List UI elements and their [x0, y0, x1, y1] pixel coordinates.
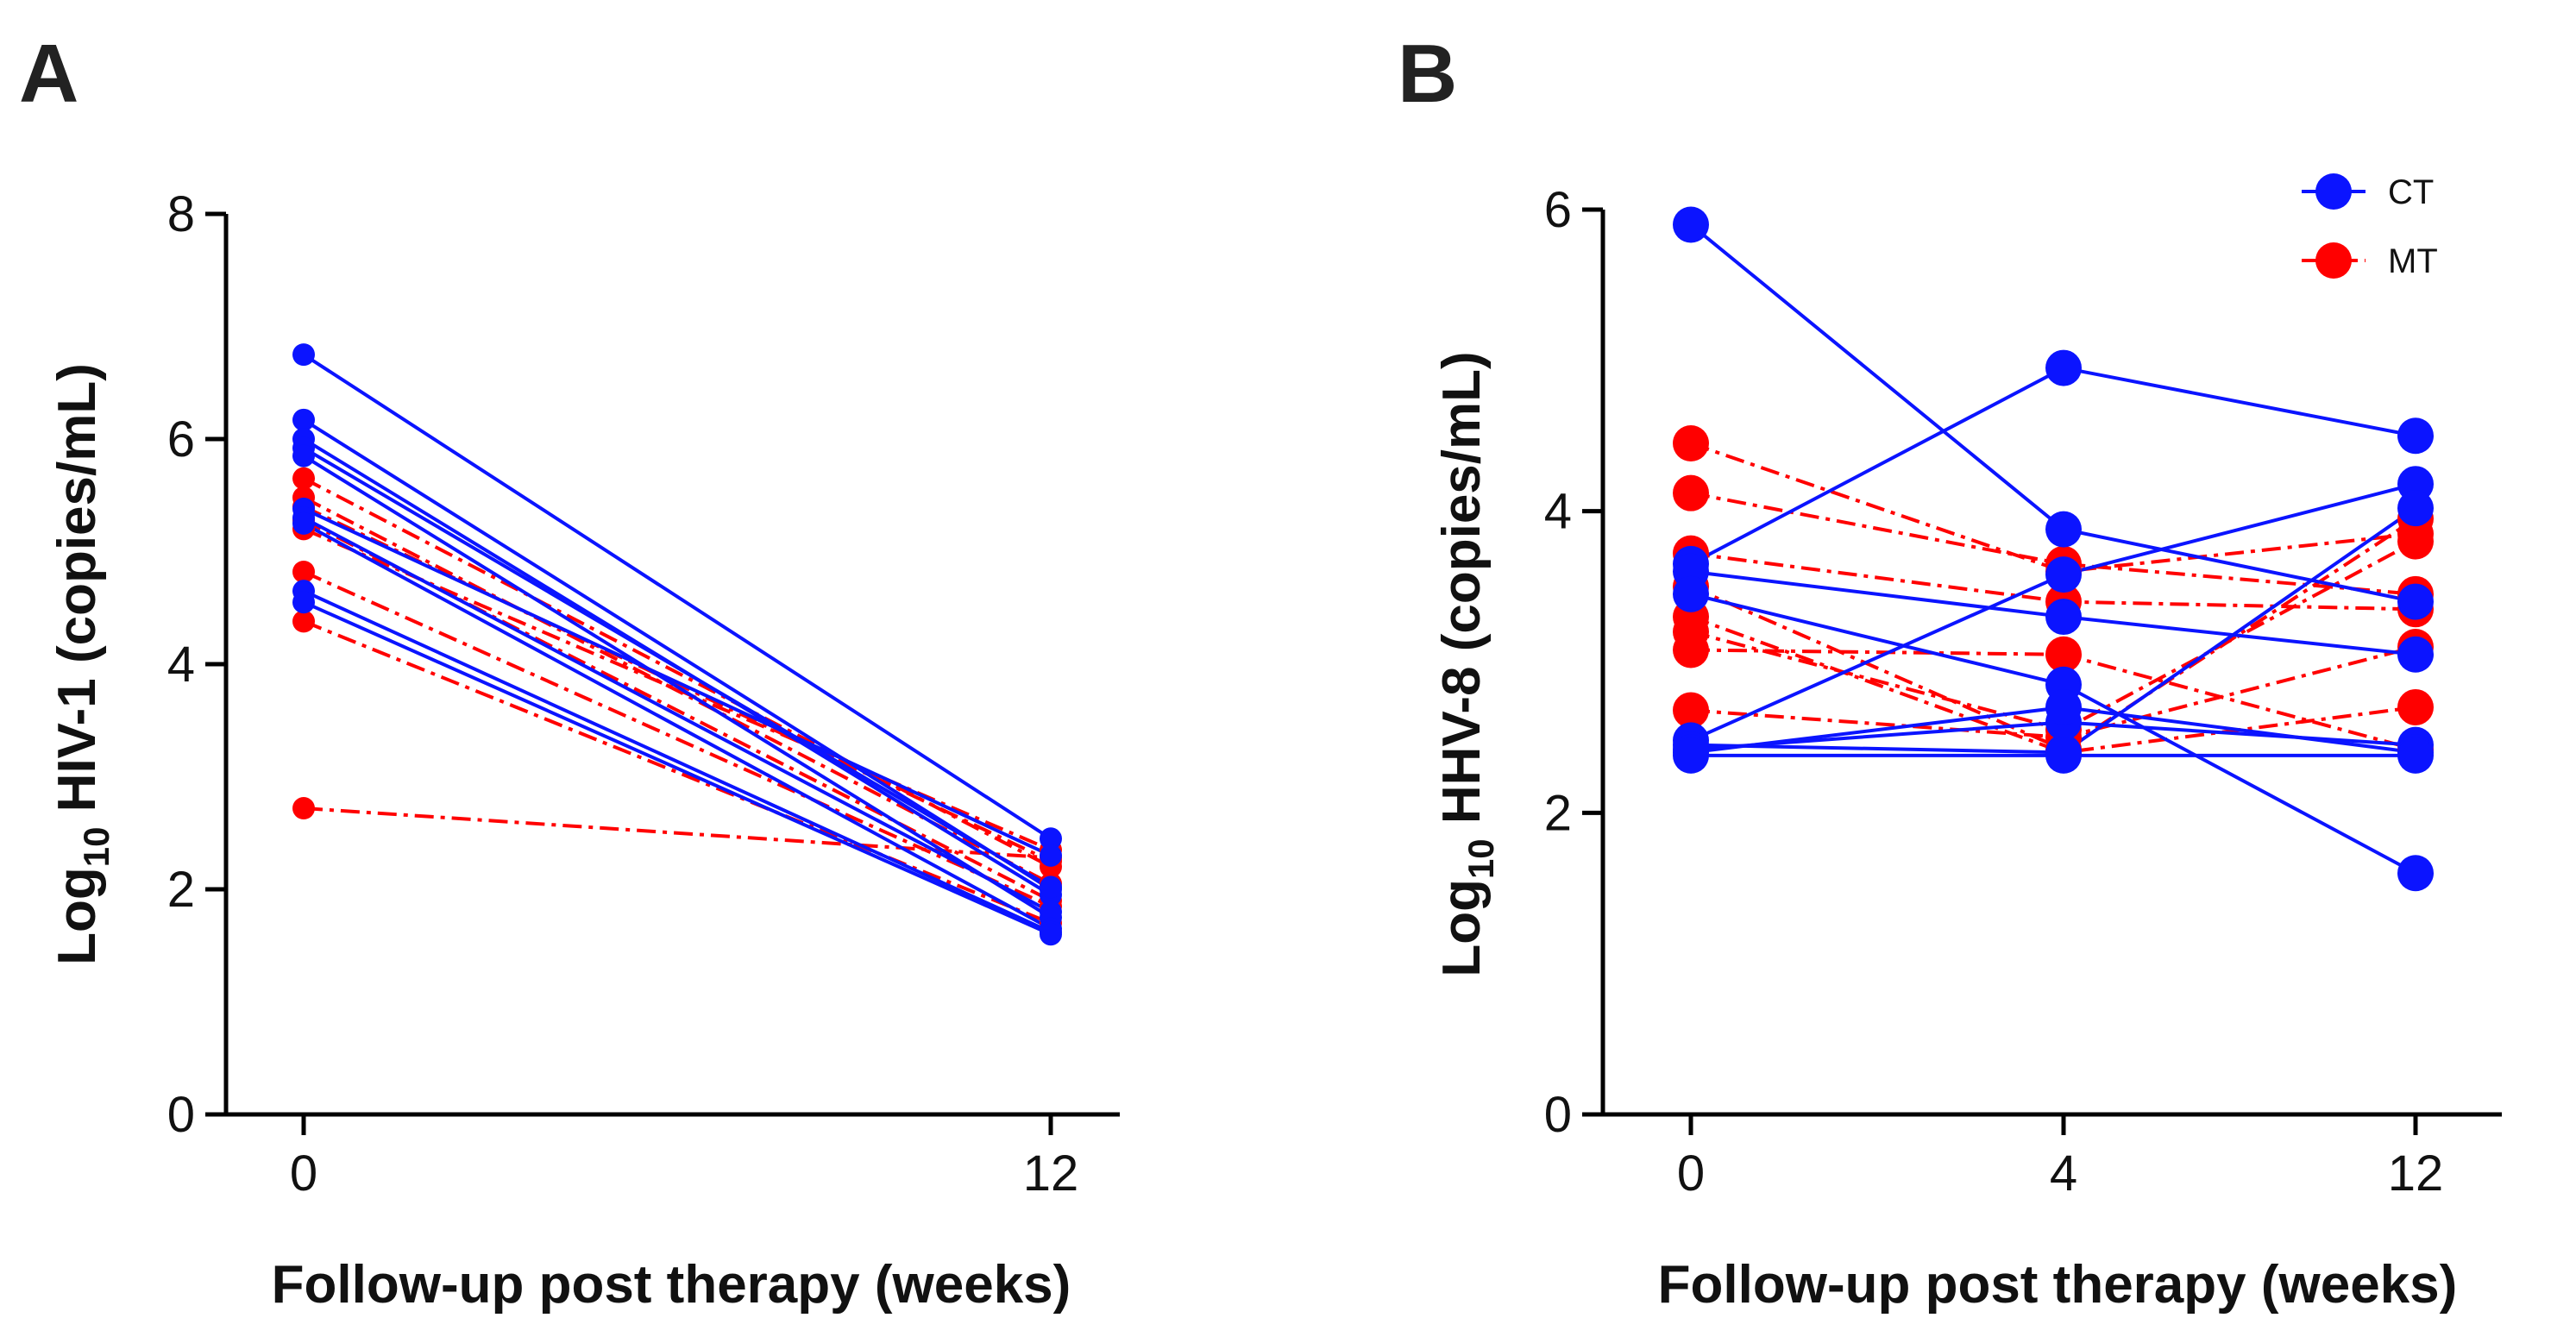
panel-b-y-tick-label: 4 [1544, 484, 1572, 540]
data-point-mt [1673, 692, 1709, 729]
panel-b: B 0 2 4 6 0 4 12 Log10 HHV-8 (copies/mL) Follo… [1398, 28, 2502, 1315]
data-point-ct [292, 408, 315, 431]
panel-b-x-axis-title: Follow-up post therapy (weeks) [1658, 1255, 2458, 1315]
panel-a-y-tick-label: 2 [167, 862, 195, 918]
panel-a-y-tick-label: 8 [167, 186, 195, 242]
panel-a-x-tick-label: 12 [1023, 1145, 1079, 1202]
panel-b-y-tick-label: 6 [1544, 182, 1572, 238]
legend-item-ct: CT [2302, 173, 2434, 211]
series-line-mt [303, 476, 1052, 869]
data-point-ct [1040, 827, 1062, 850]
panel-b-y-tick-label: 0 [1544, 1087, 1572, 1143]
data-point-ct [292, 591, 315, 614]
series-line-ct [302, 353, 1052, 840]
data-point-ct [2045, 599, 2082, 636]
data-point-mt [2397, 688, 2434, 725]
panel-b-x-tick-label: 12 [2388, 1145, 2444, 1202]
series-line-ct [303, 522, 1052, 931]
data-point-ct [292, 343, 315, 367]
data-point-mt [1673, 474, 1709, 511]
data-point-ct [1040, 923, 1062, 946]
data-point-ct [292, 511, 315, 535]
data-point-ct [2397, 737, 2434, 774]
legend: CT MT [2302, 173, 2438, 280]
series-line-ct [303, 589, 1052, 934]
panel-a-series [292, 343, 1062, 946]
data-point-ct [2045, 688, 2082, 725]
data-point-ct [1040, 875, 1062, 899]
panel-a-y-tick-label: 6 [167, 411, 195, 468]
series-line-mt [303, 619, 1052, 926]
data-point-mt [1673, 631, 1709, 668]
data-point-ct [2045, 511, 2082, 548]
legend-label-mt: MT [2388, 242, 2438, 280]
panel-a-ticks: 0 2 4 6 8 0 12 [167, 186, 1079, 1202]
legend-label-ct: CT [2388, 173, 2434, 211]
series-line-ct [302, 454, 1052, 919]
panel-a-x-tick-label: 0 [290, 1145, 317, 1202]
data-point-ct [2045, 737, 2082, 774]
legend-marker-mt [2315, 242, 2352, 279]
panel-a-y-tick-label: 0 [167, 1087, 195, 1143]
data-point-ct [2045, 556, 2082, 593]
panel-b-x-tick-label: 0 [1677, 1145, 1705, 1202]
data-point-ct [1040, 844, 1062, 867]
series-line-ct [303, 507, 1052, 857]
panel-b-ticks: 0 2 4 6 0 4 12 [1544, 182, 2444, 1202]
data-point-ct [292, 444, 315, 468]
panel-a-y-axis-title: Log10 HIV-1 (copies/mL) [47, 363, 116, 965]
data-point-mt [1673, 424, 1709, 461]
data-point-mt [292, 560, 315, 583]
panel-a: A 0 2 4 6 8 0 12 Log10 HIV-1 (copies/mL) Follo… [19, 28, 1120, 1315]
data-point-ct [1673, 575, 1709, 612]
legend-item-mt: MT [2302, 242, 2438, 280]
data-point-ct [2045, 349, 2082, 386]
data-point-ct [2397, 490, 2434, 527]
data-point-mt [2397, 523, 2434, 560]
panel-b-x-tick-label: 4 [2050, 1145, 2077, 1202]
series-line-mt [303, 496, 1052, 886]
panel-b-y-tick-label: 2 [1544, 785, 1572, 841]
data-point-ct [1673, 737, 1709, 774]
panel-b-y-axis-title: Log10 HHV-8 (copies/mL) [1432, 351, 1501, 976]
data-point-ct [1673, 206, 1709, 243]
legend-marker-ct [2315, 173, 2352, 210]
data-point-mt [292, 467, 315, 490]
panel-label-b: B [1398, 28, 1457, 120]
series-line-ct [302, 418, 1052, 891]
panel-a-x-axis-title: Follow-up post therapy (weeks) [272, 1255, 1071, 1315]
data-point-ct [2397, 636, 2434, 673]
series-line-mt [303, 806, 1052, 860]
data-point-ct [2397, 855, 2434, 892]
series-line-mt [1690, 615, 2416, 755]
series-line-ct [303, 516, 1052, 913]
series-line-ct [303, 600, 1052, 937]
data-point-mt [2045, 636, 2082, 673]
panel-b-series [1673, 206, 2434, 892]
panel-label-a: A [19, 28, 79, 120]
data-point-ct [2397, 417, 2434, 455]
series-line-mt [303, 570, 1052, 908]
data-point-ct [1040, 901, 1062, 924]
data-point-mt [292, 610, 315, 633]
panel-a-y-tick-label: 4 [167, 637, 195, 693]
series-line-ct [302, 446, 1052, 889]
data-point-mt [292, 797, 315, 820]
data-point-ct [2397, 583, 2434, 620]
